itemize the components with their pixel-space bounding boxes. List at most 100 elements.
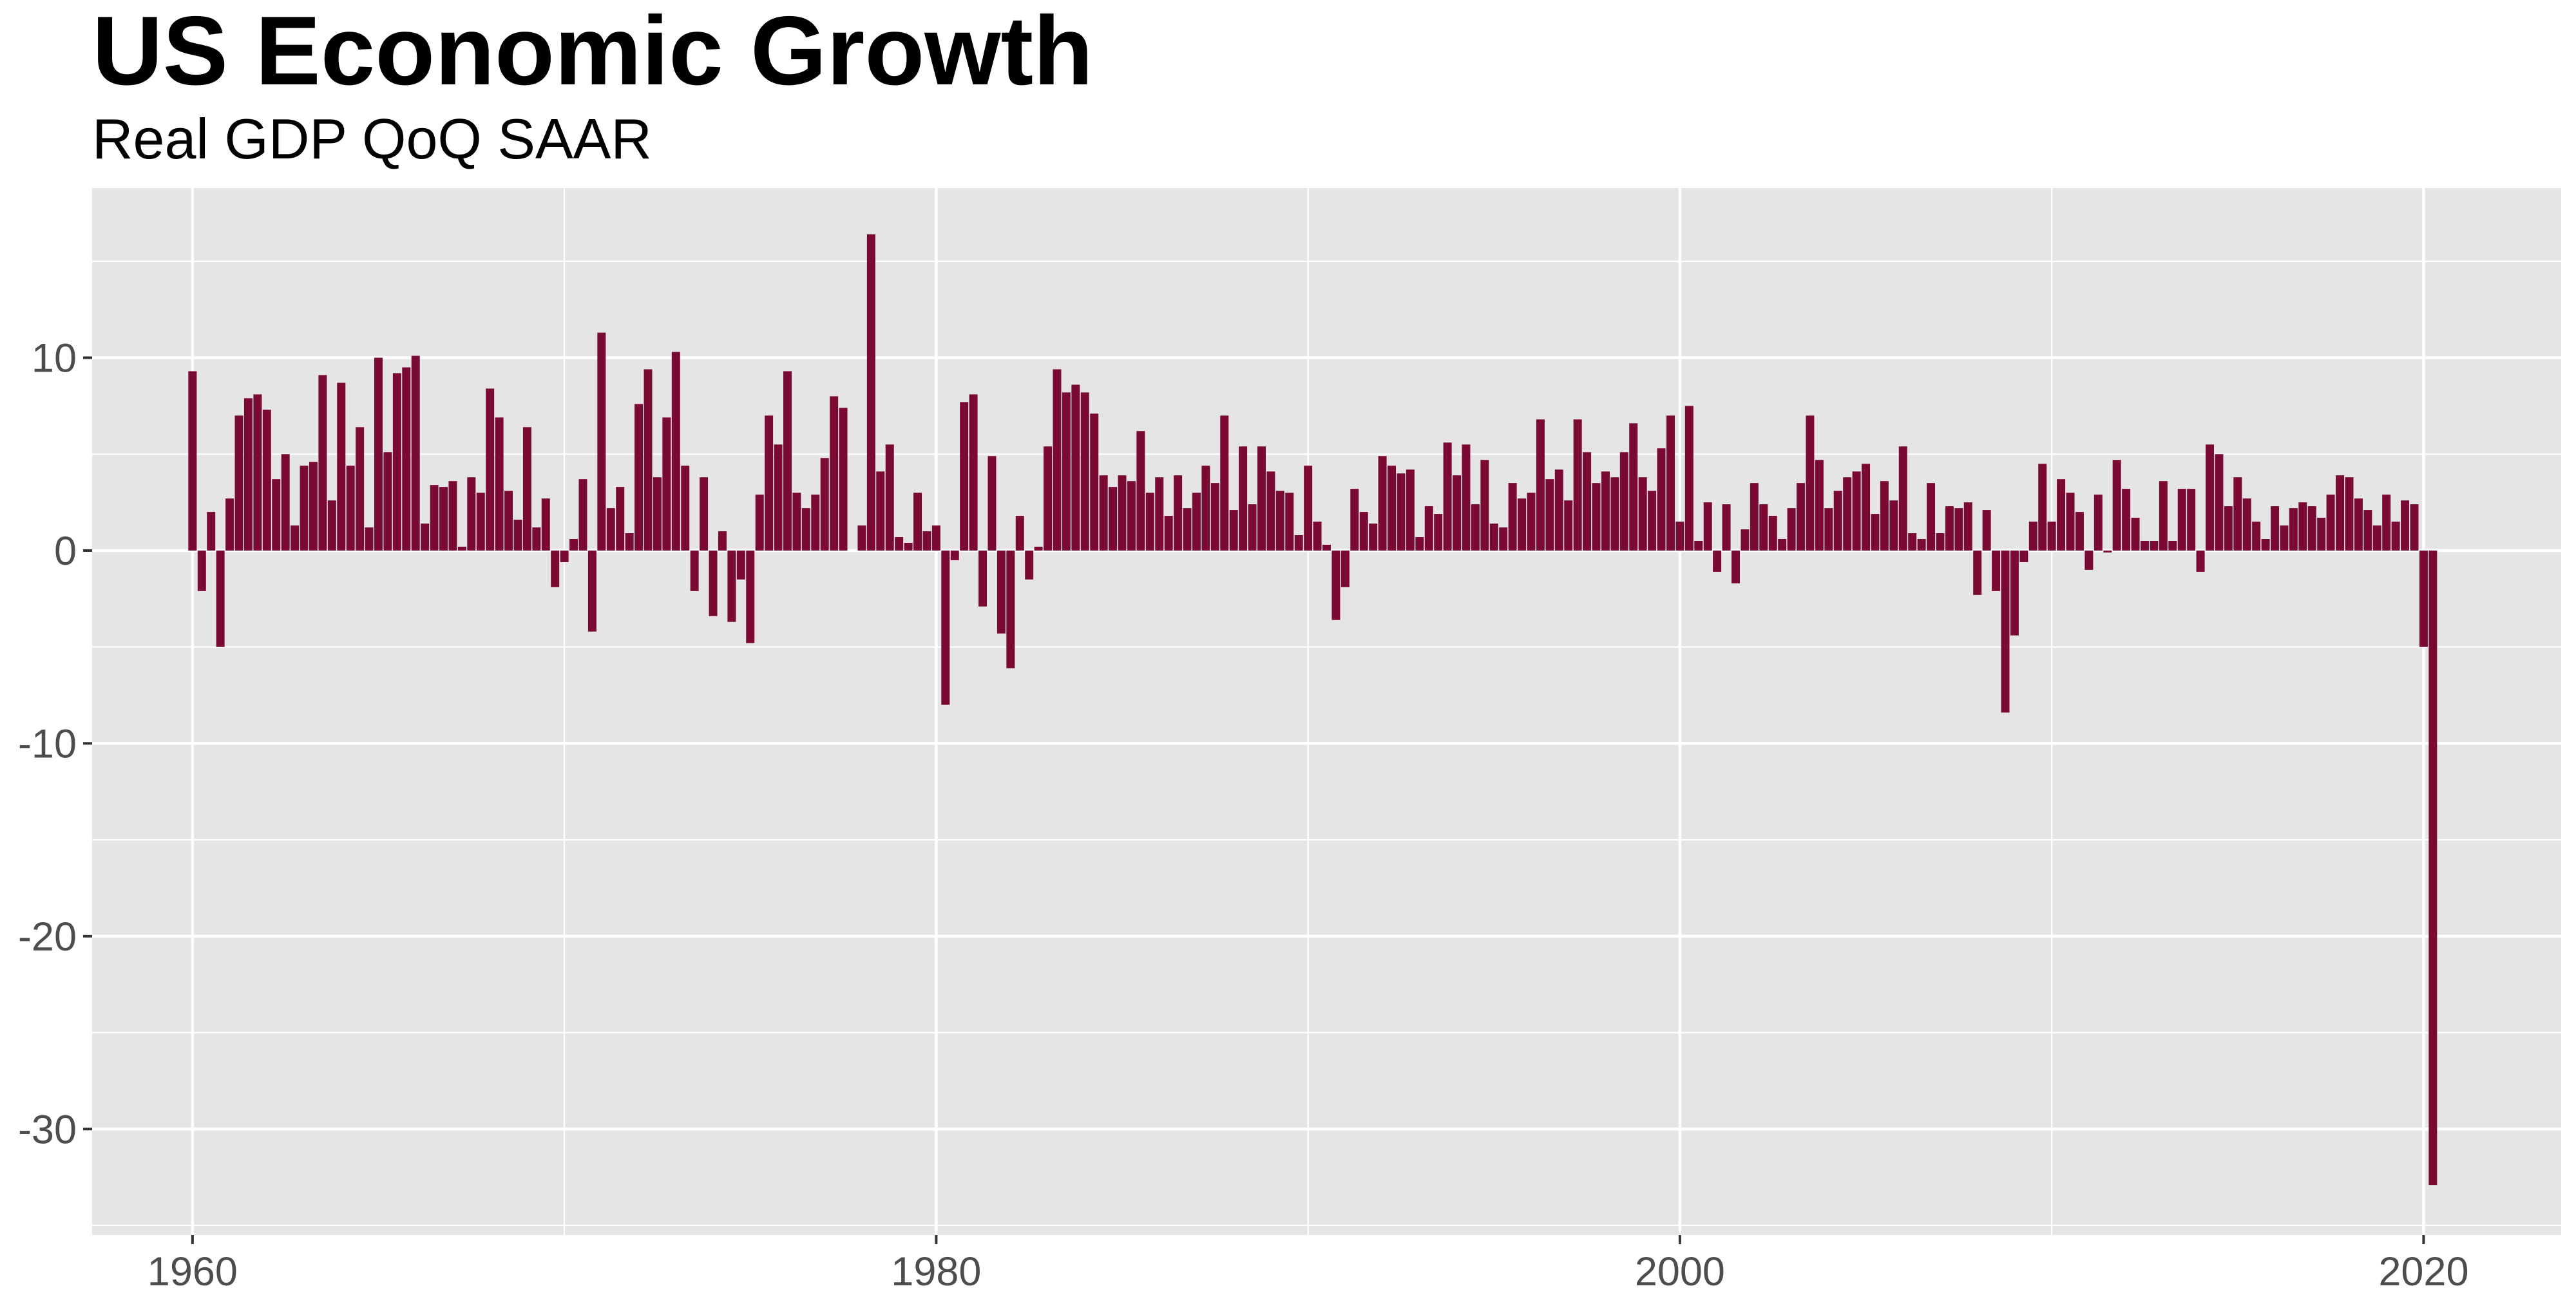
bar [820,458,829,551]
bar [2177,489,2186,551]
bar [356,427,365,551]
bar [1806,415,1815,551]
bar [1768,516,1777,551]
bar [1954,508,1963,551]
bar [1164,516,1173,551]
bar [1927,483,1936,551]
x-axis-tick-label: 1960 [148,1249,238,1294]
bar [1266,471,1275,551]
bar [876,471,885,551]
bar [1694,540,1703,551]
bar [253,394,262,551]
bar [272,479,281,551]
bar [1397,473,1406,551]
bar [1099,475,1108,551]
bar [653,477,662,551]
bar [644,369,653,551]
bar [262,410,271,551]
bar [327,500,336,551]
bar [1275,491,1284,551]
bar [1201,466,1210,551]
bar [718,531,727,551]
bar [1545,479,1554,551]
bar [495,417,504,551]
bar [411,355,420,551]
bar [987,456,997,551]
bar [2372,525,2381,551]
bar [243,398,253,551]
bar [2215,454,2224,551]
bar [895,537,904,551]
bar [1080,392,1089,551]
bar [1833,491,1842,551]
bar [1518,498,1527,551]
bar [736,550,745,580]
bar [811,495,820,551]
bar [969,394,978,551]
bar [281,454,290,551]
bar [1183,508,1192,551]
bar [225,498,234,551]
bar [1340,550,1350,587]
bar [1499,527,1508,551]
bar [2001,550,2010,713]
bar [2382,495,2391,551]
bar [532,527,541,551]
bar [606,508,615,551]
bar [1109,487,1118,551]
bar [2168,540,2177,551]
bar [1415,537,1424,551]
bar [504,491,513,551]
bar [2428,550,2438,1186]
bar [774,444,783,551]
bar [1787,508,1796,551]
bar [2010,550,2019,636]
bar [1592,483,1601,551]
bar [392,373,401,551]
bar [671,352,680,551]
bar [2233,477,2242,551]
x-axis-tick-label: 1980 [891,1249,981,1294]
bar [1583,452,1592,551]
bar [439,487,448,551]
bar [1629,423,1638,551]
bar [587,550,596,632]
bar [216,550,225,647]
bar [1936,533,1945,551]
bar [978,550,987,607]
y-axis-tick-label: 0 [54,529,77,574]
bar [1564,500,1573,551]
bar [1331,550,1340,620]
bar [913,493,922,551]
bar [1210,483,1219,551]
bar [569,538,578,551]
bar [1619,452,1628,551]
bar [2085,550,2094,570]
bar [2159,481,2168,551]
bar [1118,475,1127,551]
bar [1359,512,1368,551]
bar [234,415,243,551]
bar [1871,514,1880,551]
bar [1145,493,1154,551]
bar [1378,456,1387,551]
bar [578,479,587,551]
bar [1880,481,1889,551]
chart-subtitle: Real GDP QoQ SAAR [92,107,652,171]
bar [755,495,764,551]
bar [1155,477,1164,551]
bar [365,527,374,551]
bar [1388,466,1397,551]
bar [597,332,606,551]
bar [1527,493,1536,551]
bar [467,477,476,551]
bar [709,550,718,616]
bar [801,508,810,551]
bar [1369,524,1378,551]
bar [625,533,634,551]
bar [1908,533,1917,551]
bar [2224,506,2233,551]
bar [2131,518,2140,551]
bar [2354,498,2363,551]
bar [1750,483,1759,551]
